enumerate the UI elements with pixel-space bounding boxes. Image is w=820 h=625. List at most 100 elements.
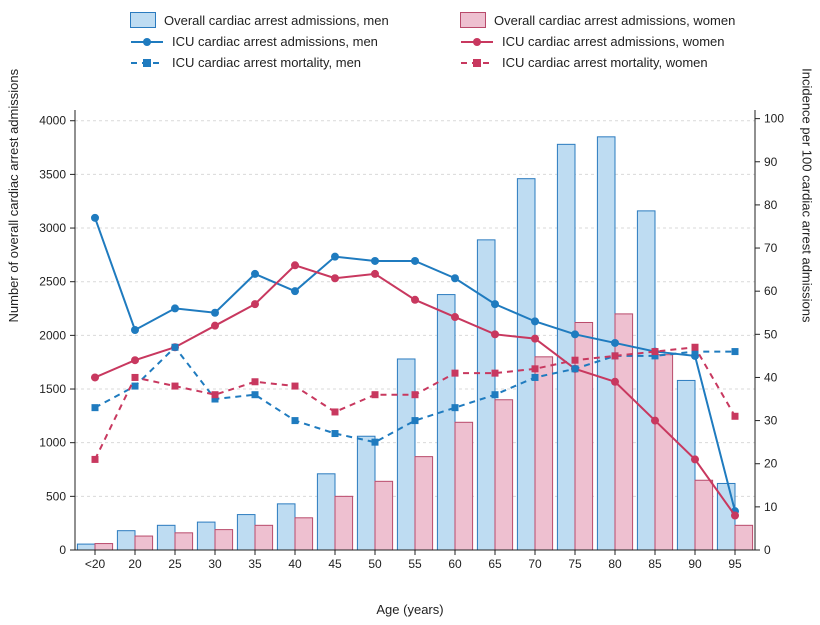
bar-men xyxy=(317,474,335,550)
bar-men xyxy=(517,179,535,550)
marker-icu_adm_women xyxy=(291,261,299,269)
y-right-tick-label: 50 xyxy=(764,327,778,341)
marker-icu_mort_women xyxy=(692,344,699,351)
legend-label: ICU cardiac arrest admissions, men xyxy=(172,34,378,49)
y-right-tick-label: 80 xyxy=(764,198,778,212)
bar-men xyxy=(157,525,175,550)
marker-icu_adm_women xyxy=(491,330,499,338)
y-axis-right-label: Incidence per 100 cardiac arrest admissi… xyxy=(799,68,814,322)
marker-icu_adm_women xyxy=(371,270,379,278)
marker-icu_mort_women xyxy=(652,348,659,355)
marker-icu_mort_men xyxy=(292,417,299,424)
y-left-tick-label: 500 xyxy=(46,489,66,503)
marker-icu_mort_women xyxy=(732,413,739,420)
marker-icu_adm_men xyxy=(411,257,419,265)
x-tick-label: 95 xyxy=(728,557,742,571)
marker-icu_mort_women xyxy=(612,352,619,359)
legend-item: Overall cardiac arrest admissions, women xyxy=(460,12,780,28)
marker-icu_mort_men xyxy=(412,417,419,424)
y-right-tick-label: 30 xyxy=(764,414,778,428)
y-right-tick-label: 20 xyxy=(764,457,778,471)
bar-women xyxy=(695,480,713,550)
legend-swatch-line xyxy=(130,35,164,49)
legend-label: ICU cardiac arrest mortality, men xyxy=(172,55,361,70)
x-tick-label: 30 xyxy=(208,557,222,571)
bar-men xyxy=(237,515,255,550)
x-tick-label: 65 xyxy=(488,557,502,571)
x-tick-label: 90 xyxy=(688,557,702,571)
bar-men xyxy=(117,531,135,550)
bar-women xyxy=(735,525,753,550)
bar-women xyxy=(535,357,553,550)
y-left-tick-label: 3000 xyxy=(39,221,66,235)
bar-men xyxy=(557,144,575,550)
marker-icu_mort_men xyxy=(332,430,339,437)
y-right-tick-label: 60 xyxy=(764,284,778,298)
marker-icu_mort_men xyxy=(372,439,379,446)
legend-item: ICU cardiac arrest mortality, men xyxy=(130,55,450,70)
legend-item: ICU cardiac arrest mortality, women xyxy=(460,55,780,70)
marker-icu_mort_men xyxy=(452,404,459,411)
bar-men xyxy=(277,504,295,550)
bar-women xyxy=(255,525,273,550)
legend-swatch-box xyxy=(130,12,156,28)
marker-icu_adm_men xyxy=(451,274,459,282)
marker-icu_mort_women xyxy=(572,357,579,364)
marker-icu_adm_men xyxy=(211,309,219,317)
legend-label: Overall cardiac arrest admissions, women xyxy=(494,13,735,28)
y-left-tick-label: 2500 xyxy=(39,275,66,289)
y-right-tick-label: 90 xyxy=(764,155,778,169)
marker-icu_mort_women xyxy=(412,391,419,398)
x-tick-label: 40 xyxy=(288,557,302,571)
y-left-tick-label: 0 xyxy=(59,543,66,557)
x-tick-label: 55 xyxy=(408,557,422,571)
y-right-tick-label: 10 xyxy=(764,500,778,514)
y-axis-left-label: Number of overall cardiac arrest admissi… xyxy=(6,69,21,323)
x-tick-label: 50 xyxy=(368,557,382,571)
x-tick-label: 45 xyxy=(328,557,342,571)
marker-icu_adm_men xyxy=(491,300,499,308)
y-right-tick-label: 70 xyxy=(764,241,778,255)
x-tick-label: 60 xyxy=(448,557,462,571)
y-left-tick-label: 1500 xyxy=(39,382,66,396)
marker-icu_adm_men xyxy=(611,339,619,347)
marker-icu_adm_women xyxy=(251,300,259,308)
bar-men xyxy=(437,295,455,550)
marker-icu_mort_women xyxy=(492,370,499,377)
marker-icu_adm_women xyxy=(531,335,539,343)
bar-women xyxy=(295,518,313,550)
bar-women xyxy=(455,422,473,550)
marker-icu_adm_women xyxy=(91,373,99,381)
bar-women xyxy=(495,400,513,550)
x-tick-label: 80 xyxy=(608,557,622,571)
marker-icu_adm_men xyxy=(251,270,259,278)
legend-swatch-box xyxy=(460,12,486,28)
y-right-tick-label: 40 xyxy=(764,370,778,384)
marker-icu_adm_women xyxy=(691,455,699,463)
marker-icu_adm_men xyxy=(291,287,299,295)
marker-icu_adm_men xyxy=(131,326,139,334)
bar-men xyxy=(397,359,415,550)
cardiac-arrest-chart: Overall cardiac arrest admissions, men Ov… xyxy=(0,0,820,625)
bar-women xyxy=(95,544,113,550)
legend-swatch-line xyxy=(460,35,494,49)
x-tick-label: <20 xyxy=(85,557,106,571)
legend-label: ICU cardiac arrest admissions, women xyxy=(502,34,725,49)
marker-icu_mort_men xyxy=(492,391,499,398)
x-tick-label: 85 xyxy=(648,557,662,571)
bar-women xyxy=(175,533,193,550)
marker-icu_mort_men xyxy=(252,391,259,398)
marker-icu_adm_women xyxy=(331,274,339,282)
marker-icu_mort_men xyxy=(532,374,539,381)
marker-icu_mort_women xyxy=(372,391,379,398)
marker-icu_adm_men xyxy=(571,330,579,338)
y-left-tick-label: 1000 xyxy=(39,436,66,450)
x-tick-label: 70 xyxy=(528,557,542,571)
legend-label: Overall cardiac arrest admissions, men xyxy=(164,13,389,28)
marker-icu_adm_women xyxy=(611,378,619,386)
marker-icu_mort_women xyxy=(532,365,539,372)
x-tick-label: 25 xyxy=(168,557,182,571)
bar-men xyxy=(357,436,375,550)
bar-men xyxy=(197,522,215,550)
y-right-tick-label: 100 xyxy=(764,112,784,126)
